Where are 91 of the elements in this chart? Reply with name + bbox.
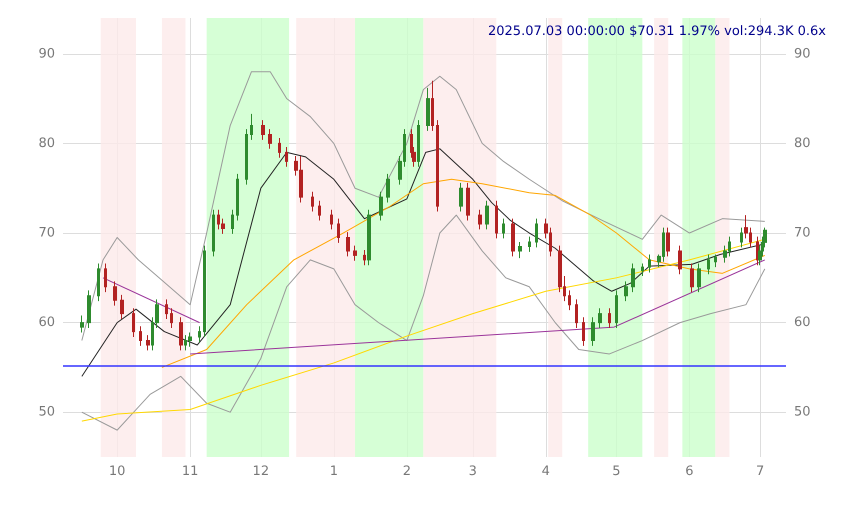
candlestick [353, 245, 357, 262]
x-tick-label: 3 [468, 464, 477, 479]
candlestick [641, 262, 644, 277]
candlestick [575, 298, 578, 328]
y2-tick-label: 60 [794, 315, 811, 330]
line-series [81, 71, 766, 342]
candlestick [436, 120, 439, 212]
candlestick [608, 308, 611, 328]
candlestick [97, 262, 100, 302]
candlestick [666, 227, 670, 257]
x-tick-label: 7 [756, 464, 764, 479]
y-tick-label: 80 [38, 136, 55, 151]
y2-tick-label: 90 [794, 46, 811, 62]
candlestick [87, 290, 91, 328]
x-tick-label: 6 [685, 464, 694, 479]
candlestick [756, 236, 759, 266]
candlestick [337, 218, 340, 244]
candlestick [165, 298, 168, 320]
candlestick [120, 294, 124, 320]
text: 2025.07.03 00:00:00 $70.31 1.97% vol:294.3K 0.6x [488, 24, 826, 39]
candlestick [212, 209, 215, 257]
candlestick [367, 209, 371, 266]
candlestick [478, 209, 482, 230]
candlestick [104, 262, 107, 293]
candlestick [363, 250, 366, 266]
candlestick [268, 128, 272, 150]
x-tick-label: 10 [108, 464, 126, 479]
y-tick-label: 60 [38, 315, 55, 330]
candlestick [740, 227, 743, 248]
candlestick [707, 254, 710, 275]
candlestick [132, 308, 135, 338]
candlestick [198, 326, 201, 343]
candlestick [417, 120, 420, 168]
candlestick [431, 80, 434, 132]
candlestick [261, 120, 265, 140]
candlestick [311, 191, 314, 212]
x-tick-label: 5 [612, 464, 621, 479]
candlestick [386, 173, 390, 204]
candlestick [426, 87, 430, 132]
candlestick [346, 232, 350, 257]
candlestick [459, 182, 463, 212]
candlestick [648, 254, 651, 273]
candlestick [179, 316, 183, 351]
candlestick [624, 280, 628, 302]
candlestick [318, 200, 321, 221]
candlestick [697, 262, 701, 293]
y2-tick-label: 70 [794, 226, 811, 241]
line-series [161, 178, 766, 368]
candlestick [598, 308, 602, 328]
candlestick [511, 218, 515, 257]
y2-tick-label: 80 [794, 136, 811, 151]
candlestick [285, 146, 288, 168]
candlestick [146, 334, 150, 351]
candlestick [678, 245, 682, 275]
x-tick-label: 11 [182, 464, 198, 479]
candlestick [80, 314, 84, 333]
candlestick [535, 218, 538, 248]
candlestick [568, 290, 571, 311]
x-tick-label: 1 [330, 464, 338, 479]
x-tick-label: 12 [252, 464, 270, 479]
candlestick [591, 316, 595, 346]
y-tick-label: 50 [38, 404, 55, 420]
line-series [81, 214, 766, 431]
candlestick [113, 280, 117, 306]
candlestick [231, 209, 234, 234]
candlestick [495, 200, 498, 239]
candlestick [466, 182, 470, 221]
candlestick [714, 254, 717, 268]
candlestick [631, 262, 635, 293]
candlestick [502, 218, 505, 239]
candlestick [379, 191, 383, 221]
y2-tick-label: 50 [794, 404, 811, 420]
candlestick [278, 138, 281, 158]
candlestick [485, 200, 489, 230]
candlestick [582, 316, 585, 346]
candlestick [170, 308, 173, 328]
candlestick [139, 326, 142, 346]
candlestick [690, 262, 694, 293]
candlestick [250, 113, 253, 140]
candlestick [236, 173, 239, 221]
y-tick-label: 90 [38, 46, 55, 62]
candlestick [518, 241, 522, 259]
x-tick-label: 4 [542, 464, 550, 479]
x-tick-label: 2 [402, 464, 411, 479]
candlestick [330, 209, 333, 230]
candlestick [188, 332, 192, 348]
candlestick [245, 128, 248, 186]
candlestick [615, 290, 618, 328]
candlestick [203, 245, 206, 338]
candlestick [528, 236, 531, 252]
y-tick-label: 70 [38, 226, 55, 241]
